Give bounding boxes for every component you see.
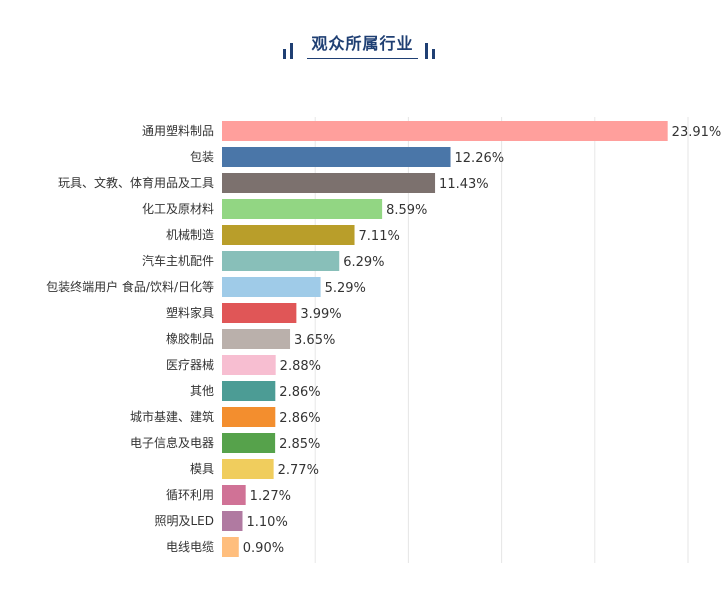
bar [222,277,321,297]
category-label: 医疗器械 [166,357,214,372]
bar [222,173,436,193]
category-label: 包装 [190,150,214,164]
category-label: 包装终端用户 食品/饮料/日化等 [46,279,214,294]
value-label: 11.43% [439,177,489,192]
bar [222,147,451,167]
category-label: 玩具、文教、体育用品及工具 [58,175,214,190]
category-label: 机械制造 [166,227,214,242]
bar [222,537,239,557]
value-label: 7.11% [359,229,400,244]
value-label: 0.90% [243,541,284,556]
value-label: 2.85% [279,437,320,452]
category-labels: 通用塑料制品包装玩具、文教、体育用品及工具化工及原材料机械制造汽车主机配件包装终… [46,123,214,554]
value-labels: 23.91% 12.26% 11.43% 8.59% 7.11% 6.29% 5.29% 3.… [243,125,721,556]
bar [222,199,383,219]
value-label: 1.27% [250,489,291,504]
value-label: 1.10% [247,515,288,530]
value-label: 8.59% [386,203,427,218]
title-decoration-right [425,40,439,59]
value-label: 3.65% [294,333,335,348]
bar [222,225,355,245]
value-label: 5.29% [325,281,366,296]
title-decoration-left [283,40,297,59]
value-label: 12.26% [455,151,505,166]
value-label: 2.88% [280,359,321,374]
category-label: 循环利用 [166,488,214,502]
value-label: 2.86% [279,385,320,400]
category-label: 橡胶制品 [166,331,214,346]
category-label: 城市基建、建筑 [130,409,214,424]
category-label: 电线电缆 [166,540,214,554]
value-label: 2.86% [279,411,320,426]
bar [222,251,340,271]
value-label: 2.77% [278,463,319,478]
page-title: 观众所属行业 [307,30,418,59]
bar [222,485,246,505]
category-label: 塑料家具 [166,305,214,320]
bar [222,121,668,141]
value-label: 3.99% [300,307,341,322]
bar [222,433,276,453]
value-label: 6.29% [343,255,384,270]
chart-bars [222,121,668,557]
category-label: 汽车主机配件 [142,253,214,268]
category-label: 其他 [190,384,214,398]
category-label: 电子信息及电器 [130,435,214,450]
bar [222,459,274,479]
bar [222,355,276,375]
bar [222,407,276,427]
category-label: 照明及LED [154,514,214,528]
category-label: 模具 [190,462,214,476]
bar [222,381,276,401]
value-label: 23.91% [672,125,722,140]
bar [222,303,297,323]
category-label: 通用塑料制品 [142,123,214,138]
category-label: 化工及原材料 [142,202,214,216]
chart-header: 观众所属行业 [0,30,725,64]
bar [222,329,291,349]
bar [222,511,243,531]
